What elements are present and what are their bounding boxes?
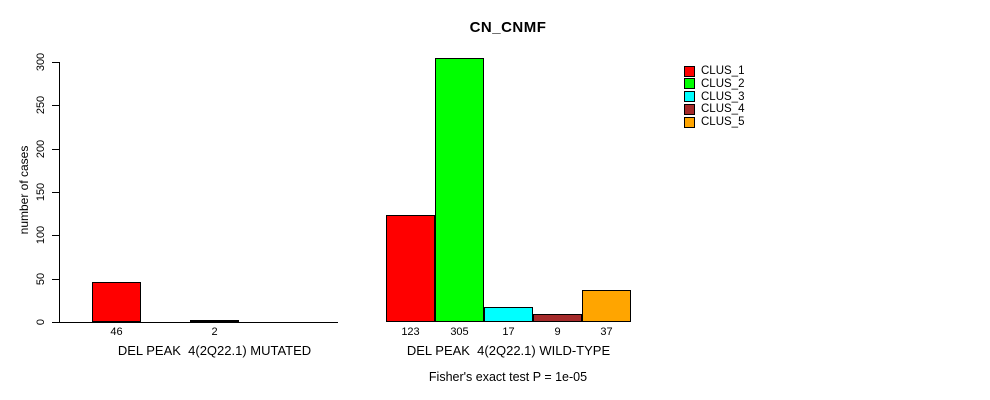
legend-item-clus_2: CLUS_2 <box>684 78 744 90</box>
group-label: DEL PEAK 4(2Q22.1) WILD-TYPE <box>406 343 611 358</box>
y-axis-tick-label-text: 50 <box>35 272 47 285</box>
bar-clus_3-group2 <box>484 307 533 322</box>
legend-swatch-icon <box>684 91 695 103</box>
bar-value-label: 123 <box>401 326 420 338</box>
y-axis-tick <box>52 105 59 107</box>
bar-clus_2-group2 <box>435 57 484 322</box>
y-axis-tick-label-text: 150 <box>35 182 47 202</box>
legend-label: CLUS_1 <box>701 65 745 77</box>
y-axis-tick-label-text: 300 <box>35 52 47 72</box>
bar-value-label: 2 <box>211 326 218 338</box>
x-axis-baseline <box>59 322 338 323</box>
bar-value-label: 9 <box>554 326 561 338</box>
y-axis-tick <box>52 278 59 280</box>
legend-label: CLUS_4 <box>701 103 745 116</box>
bar-value-label: 17 <box>502 326 515 338</box>
plot-title: CN_CNMF <box>469 19 547 36</box>
y-axis-label-text: number of cases <box>17 145 31 235</box>
y-axis-tick-label-text: 0 <box>35 318 47 326</box>
bar-clus_1-group2 <box>386 215 435 322</box>
y-axis-tick <box>52 62 59 63</box>
y-axis-tick-label-text: 100 <box>35 226 47 245</box>
bar-clus_1-group1 <box>92 282 141 322</box>
y-axis-tick <box>52 148 59 150</box>
y-axis-tick <box>52 322 59 323</box>
legend-item-clus_5: CLUS_5 <box>684 116 744 128</box>
bar-clus_4-group2 <box>533 314 582 322</box>
bar-clus_5-group2 <box>582 289 631 322</box>
y-axis-tick-label-text: 200 <box>35 139 47 158</box>
legend-swatch-icon <box>684 65 695 77</box>
legend-label: CLUS_5 <box>701 116 745 129</box>
y-axis-line <box>59 62 60 322</box>
y-axis-tick <box>52 192 59 193</box>
bar-value-label: 46 <box>110 326 123 338</box>
bar-clus_3-group1 <box>190 320 239 323</box>
legend-item-clus_4: CLUS_4 <box>684 103 744 115</box>
y-axis-tick <box>52 235 59 237</box>
legend-label: CLUS_2 <box>701 77 745 90</box>
legend-label: CLUS_3 <box>701 90 745 103</box>
legend-swatch-icon <box>684 103 695 115</box>
bar-value-label: 37 <box>600 326 613 338</box>
group-label: DEL PEAK 4(2Q22.1) MUTATED <box>117 343 312 358</box>
legend-swatch-icon <box>684 78 695 90</box>
footnote: Fisher's exact test P = 1e-05 <box>428 370 588 384</box>
legend-item-clus_1: CLUS_1 <box>684 65 744 77</box>
legend-item-clus_3: CLUS_3 <box>684 91 744 103</box>
y-axis-tick-label-text: 250 <box>35 96 47 115</box>
legend-swatch-icon <box>684 116 695 128</box>
bar-value-label: 305 <box>450 326 469 338</box>
